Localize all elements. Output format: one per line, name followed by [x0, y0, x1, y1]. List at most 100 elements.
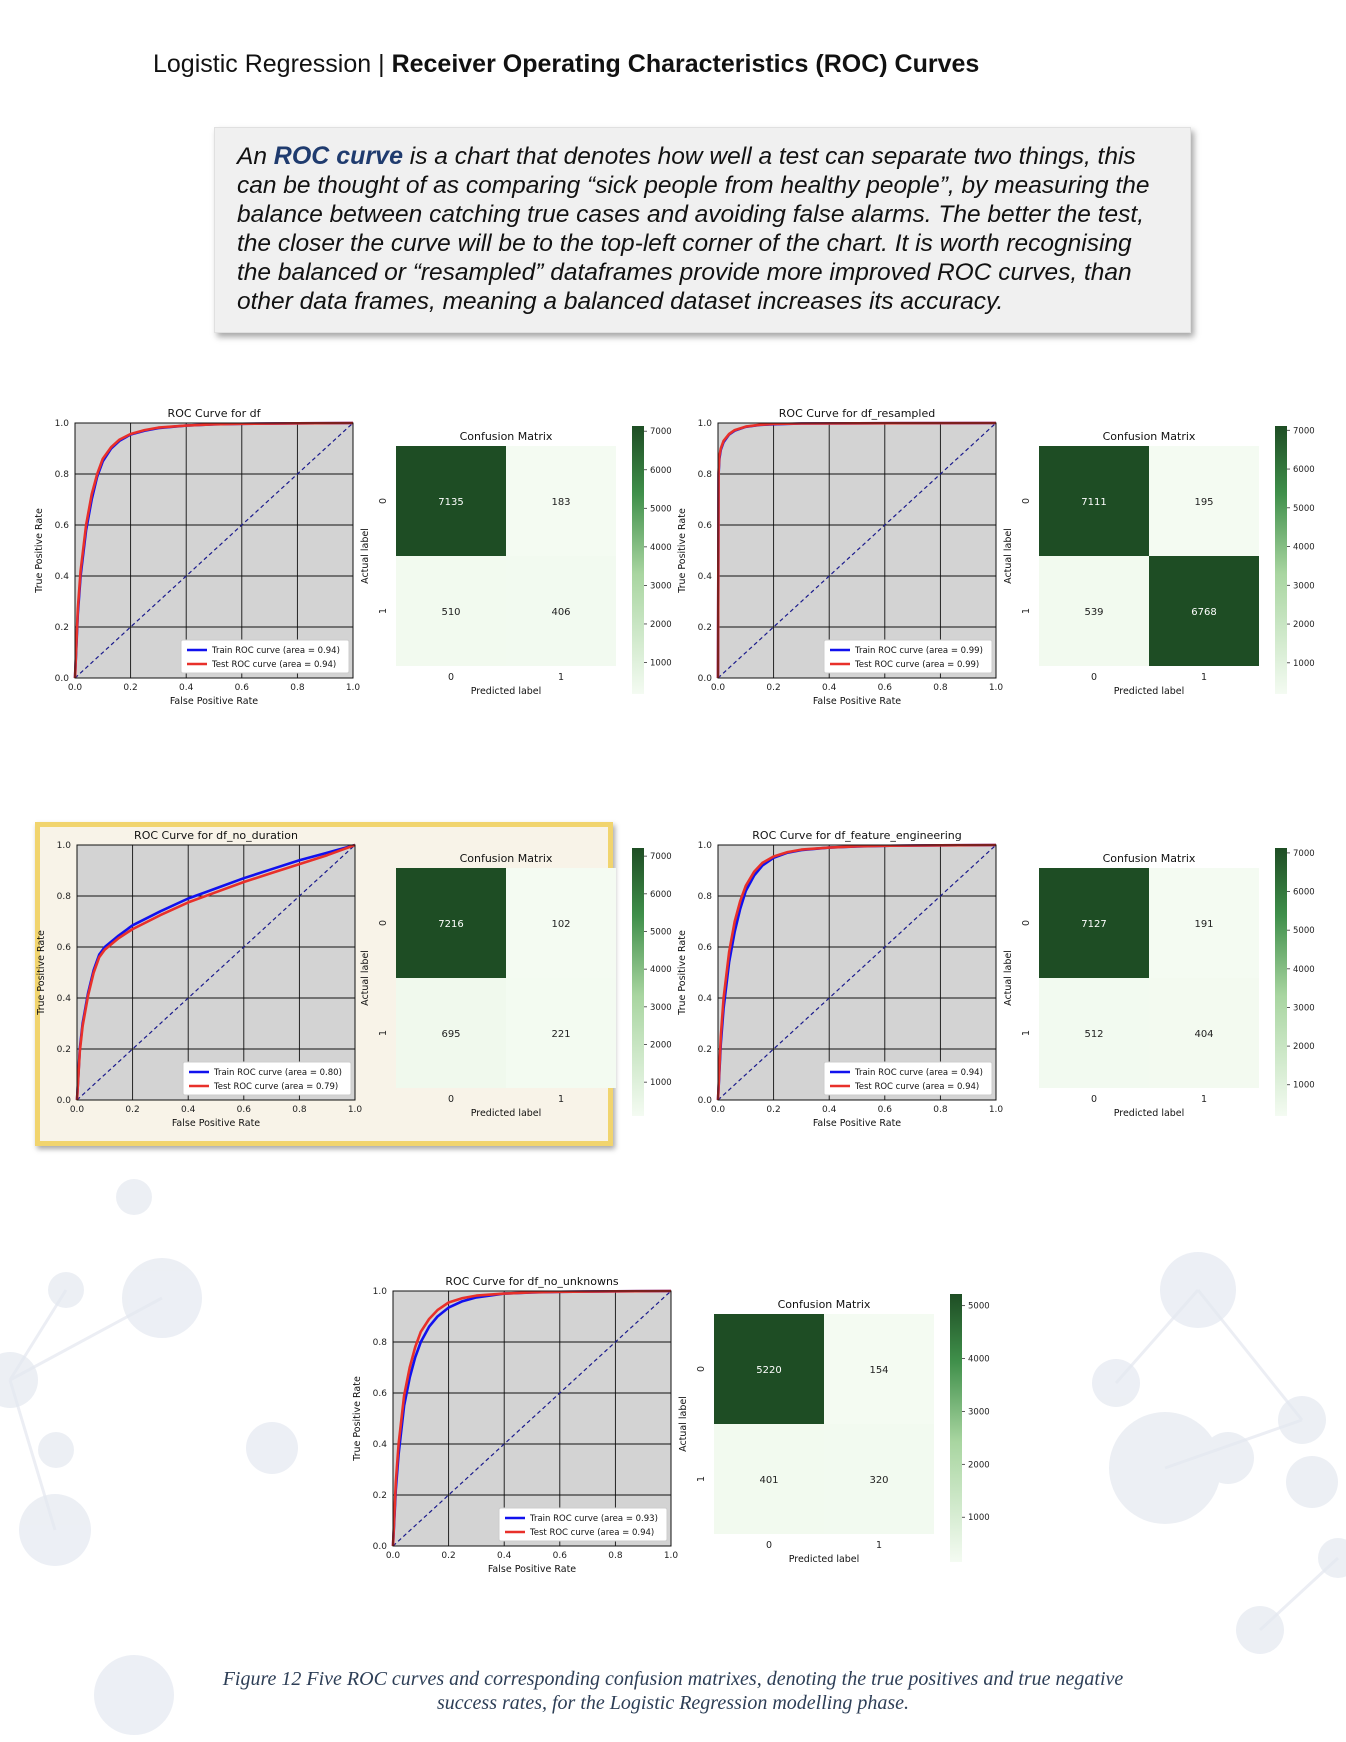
colorbar-tick-label: 2000 [1293, 1042, 1315, 1052]
x-axis-label: False Positive Rate [172, 1118, 260, 1129]
matrix-cell [506, 446, 616, 556]
cell-value: 510 [441, 607, 460, 618]
matrix-cell [824, 1424, 934, 1534]
y-tick-label: 0.6 [698, 521, 713, 531]
matrix-title: Confusion Matrix [778, 1298, 871, 1311]
x-axis-label: Predicted label [789, 1554, 860, 1565]
y-tick-label: 0.8 [698, 470, 713, 480]
callout-body: is a chart that denotes how well a test … [237, 143, 1150, 315]
plot-frame [74, 422, 354, 679]
cell-value: 320 [869, 1475, 888, 1486]
x-tick-label: 0.6 [878, 683, 893, 693]
y-tick-label: 0.2 [698, 1045, 712, 1055]
y-tick-label: 1 [1021, 608, 1032, 614]
colorbar-tick-label: 7000 [1293, 849, 1315, 859]
legend-box [180, 639, 350, 674]
y-tick-label: 0 [1021, 920, 1032, 926]
chart-title: ROC Curve for df_feature_engineering [752, 829, 961, 842]
x-tick-label: 0.4 [822, 683, 837, 693]
x-tick-label: 0.6 [878, 1105, 893, 1115]
x-tick-label: 0.0 [711, 1105, 726, 1115]
title-main: Receiver Operating Characteristics (ROC)… [391, 50, 980, 78]
plot-area [718, 423, 996, 678]
colorbar-tick-label: 3000 [1293, 1003, 1315, 1013]
x-tick-label: 0 [1091, 1094, 1097, 1105]
colorbar-tick-label: 4000 [650, 965, 672, 975]
x-axis-label: Predicted label [471, 686, 542, 697]
roc-explanation-callout: An ROC curve is a chart that denotes how… [214, 127, 1191, 333]
colorbar-tick-label: 1000 [650, 659, 672, 669]
x-axis-label: False Positive Rate [813, 696, 901, 707]
title-prefix: Logistic Regression | [153, 50, 392, 78]
colorbar-tick-label: 1000 [650, 1078, 672, 1088]
y-tick-label: 0.6 [698, 943, 713, 953]
colorbar-tick-label: 4000 [968, 1355, 990, 1365]
y-tick-label: 0 [696, 1366, 707, 1372]
y-tick-label: 1 [378, 1030, 389, 1036]
cell-value: 695 [441, 1029, 460, 1040]
plot-frame [392, 1290, 672, 1547]
legend-label: Train ROC curve (area = 0.99) [854, 646, 983, 656]
colorbar-tick-label: 4000 [1293, 965, 1315, 975]
roc-chart-df: 0.00.0 0.2 0.2 0.4 0.4 0.6 0.6 0.8 0.8 1.0 1.0 Trai… [34, 407, 360, 707]
colorbar [632, 848, 644, 1116]
colorbar-tick-label: 6000 [1293, 465, 1315, 475]
x-tick-label: 0.0 [711, 683, 726, 693]
x-axis-label: Predicted label [471, 1108, 542, 1119]
roc-chart-df-no-duration: 0.00.0 0.2 0.2 0.4 0.4 0.6 0.6 0.8 0.8 1.0 1.0 Trai… [36, 829, 362, 1129]
y-axis-label: Actual label [360, 950, 371, 1006]
colorbar-tick-label: 3000 [1293, 581, 1315, 591]
y-axis-label: True Positive Rate [352, 1376, 363, 1462]
y-axis-label: Actual label [1003, 950, 1014, 1006]
x-tick-label: 1 [1201, 1094, 1207, 1105]
colorbar-tick-label: 5000 [1293, 504, 1315, 514]
colorbar [950, 1294, 962, 1562]
x-tick-label: 0.0 [386, 1551, 401, 1561]
y-tick-label: 0.8 [698, 892, 713, 902]
x-tick-label: 0 [448, 1094, 454, 1105]
confusion-matrix-df-feature-engineering: 7127 191 512 404 0 1 0 1 Confusion Matrix Predict… [1003, 848, 1315, 1119]
cell-value: 6768 [1191, 607, 1216, 618]
y-tick-label: 1 [1021, 1030, 1032, 1036]
x-axis-label: Predicted label [1114, 1108, 1185, 1119]
y-tick-label: 0.4 [57, 994, 72, 1004]
y-tick-label: 0.4 [698, 572, 713, 582]
matrix-cell [1039, 446, 1149, 556]
matrix-cell [1039, 556, 1149, 666]
chart-title: ROC Curve for df [168, 407, 262, 420]
y-axis-label: True Positive Rate [36, 930, 47, 1016]
y-axis-label: True Positive Rate [34, 508, 45, 594]
cell-value: 195 [1194, 497, 1213, 508]
colorbar-tick-label: 1000 [1293, 659, 1315, 669]
cell-value: 221 [551, 1029, 570, 1040]
x-tick-label: 0.2 [441, 1551, 455, 1561]
roc-chart-df-no-unknowns: 0.00.0 0.2 0.2 0.4 0.4 0.6 0.6 0.8 0.8 1.0 1.0 Trai… [352, 1275, 678, 1575]
colorbar-tick-label: 6000 [650, 466, 672, 476]
chart-title: ROC Curve for df_no_unknowns [445, 1275, 619, 1288]
test-roc-line [716, 843, 997, 1101]
test-roc-line [75, 843, 356, 1101]
matrix-cell [506, 556, 616, 666]
matrix-title: Confusion Matrix [460, 852, 553, 865]
colorbar-tick-label: 2000 [650, 620, 672, 630]
y-tick-label: 0.6 [57, 943, 72, 953]
x-tick-label: 0.4 [181, 1105, 196, 1115]
colorbar-tick-label: 6000 [650, 890, 672, 900]
colorbar-tick-label: 5000 [968, 1302, 990, 1312]
y-tick-label: 1.0 [698, 419, 713, 429]
y-tick-label: 0.6 [55, 521, 70, 531]
x-tick-label: 1.0 [989, 1105, 1004, 1115]
y-axis-label: True Positive Rate [677, 930, 688, 1016]
cell-value: 406 [551, 607, 570, 618]
confusion-matrix-df-no-unknowns: 5220 154 401 320 0 1 0 1 Confusion Matrix Predict… [678, 1294, 990, 1565]
matrix-cell [1039, 868, 1149, 978]
legend-label: Test ROC curve (area = 0.94) [211, 660, 336, 670]
plot-frame [717, 844, 997, 1101]
y-tick-label: 1 [378, 608, 389, 614]
plot-area [75, 423, 353, 678]
legend-label: Test ROC curve (area = 0.94) [529, 1528, 654, 1538]
x-tick-label: 0.8 [933, 683, 948, 693]
x-tick-label: 0 [448, 672, 454, 683]
plot-frame [717, 422, 997, 679]
cell-value: 7216 [438, 919, 463, 930]
